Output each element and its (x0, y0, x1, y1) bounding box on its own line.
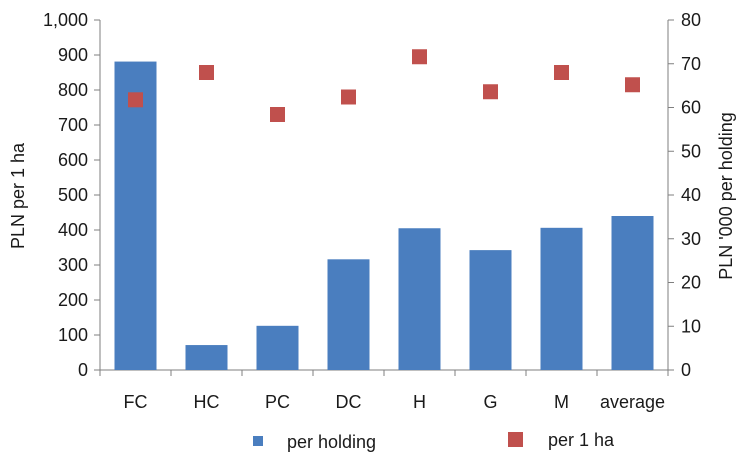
bars-per-holding (114, 61, 654, 370)
legend-swatch-per-1-ha (508, 432, 523, 447)
bar-per-holding (469, 250, 512, 370)
left-tick-label: 700 (58, 115, 88, 135)
right-tick-label: 40 (681, 185, 701, 205)
bar-per-holding (327, 259, 370, 370)
bar-per-holding (611, 216, 654, 370)
x-tick-label: H (413, 392, 426, 412)
x-tick-label: PC (265, 392, 290, 412)
marker-per-1-ha (554, 65, 569, 80)
right-tick-label: 80 (681, 10, 701, 30)
legend-swatch-per-holding (253, 436, 263, 446)
markers-per-1-ha (128, 49, 640, 122)
axes: 0 100 200 300 400 500 600 700 800 900 1,000 0 10 20 3… (43, 10, 701, 412)
left-tick-label: 500 (58, 185, 88, 205)
x-tick-label: average (600, 392, 665, 412)
x-tick-label: HC (194, 392, 220, 412)
right-tick-label: 70 (681, 54, 701, 74)
marker-per-1-ha (199, 65, 214, 80)
left-tick-label: 600 (58, 150, 88, 170)
bar-per-holding (398, 228, 441, 370)
marker-per-1-ha (270, 107, 285, 122)
bar-per-holding (185, 345, 228, 370)
legend-label-per-holding: per holding (287, 432, 376, 452)
left-tick-label: 100 (58, 325, 88, 345)
x-tick-label: DC (336, 392, 362, 412)
left-tick-label: 800 (58, 80, 88, 100)
marker-per-1-ha (412, 49, 427, 65)
marker-per-1-ha (483, 84, 498, 100)
left-axis-title: PLN per 1 ha (8, 142, 28, 249)
right-tick-label: 60 (681, 98, 701, 118)
legend: per holding per 1 ha (253, 430, 615, 452)
left-tick-label: 0 (78, 360, 88, 380)
right-axis-title: PLN '000 per holding (716, 112, 736, 280)
bar-per-holding (114, 61, 157, 370)
x-tick-label: G (483, 392, 497, 412)
marker-per-1-ha (625, 77, 640, 93)
marker-per-1-ha (341, 89, 356, 105)
right-tick-label: 20 (681, 273, 701, 293)
right-tick-label: 10 (681, 316, 701, 336)
left-tick-label: 400 (58, 220, 88, 240)
right-tick-label: 30 (681, 229, 701, 249)
x-tick-label: M (554, 392, 569, 412)
legend-label-per-1-ha: per 1 ha (548, 430, 615, 450)
right-tick-label: 0 (681, 360, 691, 380)
left-axis-ticks: 0 100 200 300 400 500 600 700 800 900 1,000 (43, 10, 100, 380)
x-tick-label: FC (124, 392, 148, 412)
bar-per-holding (540, 227, 583, 370)
right-tick-label: 50 (681, 141, 701, 161)
right-axis-ticks: 0 10 20 30 40 50 60 70 80 (668, 10, 701, 380)
left-tick-label: 1,000 (43, 10, 88, 30)
left-tick-label: 900 (58, 45, 88, 65)
left-tick-label: 300 (58, 255, 88, 275)
left-tick-label: 200 (58, 290, 88, 310)
bar-per-holding (256, 325, 299, 370)
marker-per-1-ha (128, 92, 143, 108)
